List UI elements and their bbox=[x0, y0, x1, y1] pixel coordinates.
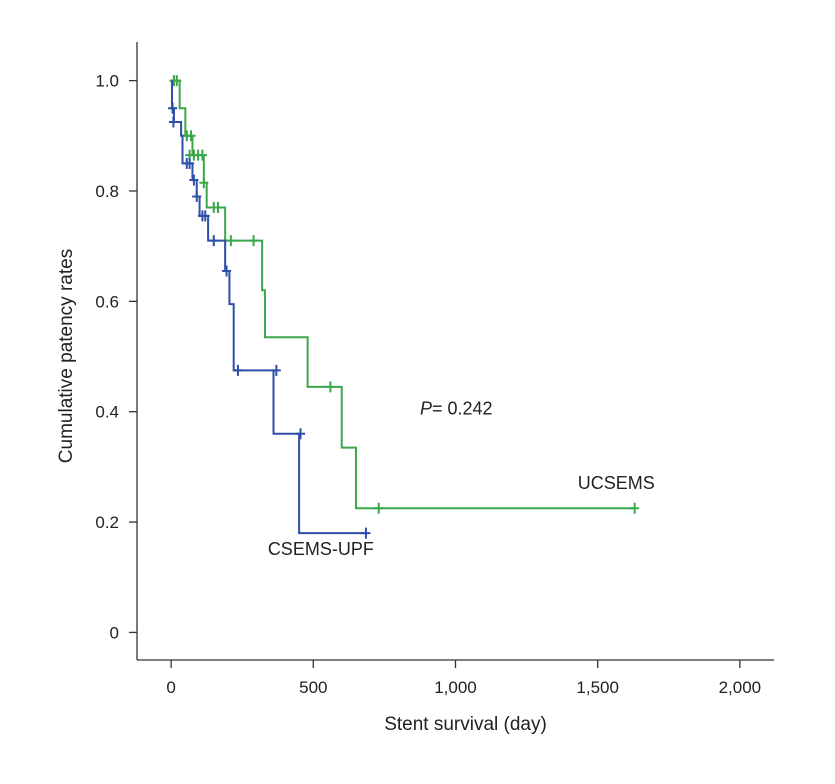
censor-mark-ucsems bbox=[199, 177, 209, 189]
y-tick-label: 0.2 bbox=[95, 513, 119, 532]
x-tick-label: 2,000 bbox=[719, 678, 762, 697]
censor-mark-ucsems bbox=[186, 130, 196, 142]
y-ticks: 0 0.2 0.4 0.6 0.8 1.0 bbox=[95, 72, 137, 642]
y-tick-label: 1.0 bbox=[95, 72, 119, 91]
x-tick-label: 1,500 bbox=[576, 678, 619, 697]
y-tick-label: 0 bbox=[110, 623, 119, 642]
censor-mark-csems-upf bbox=[209, 235, 219, 247]
censor-mark-csems-upf bbox=[233, 364, 243, 376]
x-tick-label: 500 bbox=[299, 678, 327, 697]
series-line-csems-upf bbox=[170, 79, 368, 535]
x-tick-label: 0 bbox=[166, 678, 175, 697]
x-ticks: 0 500 1,000 1,500 2,000 bbox=[166, 660, 761, 697]
censor-mark-ucsems bbox=[249, 235, 259, 247]
censor-mark-ucsems bbox=[325, 381, 335, 393]
x-tick-label: 1,000 bbox=[434, 678, 477, 697]
censor-mark-ucsems bbox=[374, 502, 384, 514]
y-tick-label: 0.8 bbox=[95, 182, 119, 201]
series-label-csems-upf: CSEMS-UPF bbox=[268, 539, 374, 559]
y-axis-title: Cumulative patency rates bbox=[56, 249, 77, 463]
y-tick-label: 0.4 bbox=[95, 403, 119, 422]
series-label-ucsems: UCSEMS bbox=[578, 473, 655, 493]
x-axis-title: Stent survival (day) bbox=[384, 714, 547, 735]
censor-mark-ucsems bbox=[172, 75, 182, 87]
censor-mark-csems-upf bbox=[185, 157, 195, 169]
censor-mark-ucsems bbox=[197, 149, 207, 161]
p-value-annotation: P= 0.242 bbox=[420, 398, 493, 418]
axes bbox=[136, 42, 774, 661]
censor-mark-ucsems bbox=[630, 502, 640, 514]
p-value-letter: P bbox=[420, 398, 432, 418]
y-tick-label: 0.6 bbox=[95, 292, 119, 311]
censor-mark-csems-upf bbox=[192, 191, 202, 202]
censor-mark-csems-upf bbox=[361, 527, 371, 539]
annotations: UCSEMS CSEMS-UPF P= 0.242 bbox=[268, 398, 655, 559]
censor-mark-csems-upf bbox=[200, 210, 210, 222]
censor-mark-csems-upf bbox=[189, 174, 199, 186]
censor-mark-ucsems bbox=[213, 202, 223, 214]
series-line-ucsems bbox=[171, 79, 635, 510]
censor-mark-csems-upf bbox=[222, 265, 232, 277]
censor-mark-csems-upf bbox=[168, 102, 178, 114]
censor-mark-ucsems bbox=[226, 235, 236, 247]
series-layer bbox=[168, 75, 640, 539]
censor-mark-csems-upf bbox=[271, 364, 281, 376]
censor-mark-csems-upf bbox=[168, 116, 178, 128]
p-value-text: = 0.242 bbox=[432, 398, 493, 418]
censor-mark-csems-upf bbox=[296, 428, 306, 440]
